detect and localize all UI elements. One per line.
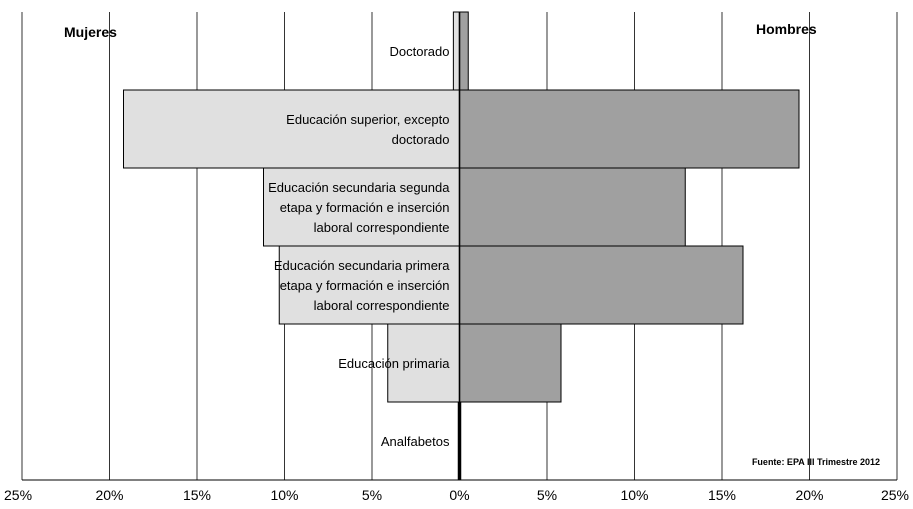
bar-left (263, 167, 460, 247)
bar-right (459, 402, 462, 480)
x-tick-label: 0% (449, 487, 469, 503)
bar-right (459, 89, 800, 169)
category-label: Educación superior, excepto doctorado (286, 112, 449, 147)
x-tick-label: 15% (708, 487, 736, 503)
x-tick-label: 10% (270, 487, 298, 503)
tick-labels: 25% 20% 15% 10% 5% 0% 5% 10% 15% 20% 25% (4, 487, 909, 503)
x-tick-label: 25% (881, 487, 909, 503)
category-label: Educación secundaria segunda etapa y form… (268, 180, 450, 235)
bar-right (459, 11, 469, 91)
right-series-title: Hombres (756, 21, 817, 37)
x-tick-label: 10% (620, 487, 648, 503)
bar-right (459, 167, 686, 247)
bar-left (457, 402, 460, 480)
x-tick-label: 20% (95, 487, 123, 503)
bar-right (459, 323, 562, 403)
category-label: Educación secundaria primera etapa y form… (274, 258, 450, 313)
bar-left (387, 323, 460, 403)
axes (22, 12, 897, 481)
category-label: Analfabetos (381, 434, 450, 449)
category-label: Educación primaria (338, 356, 450, 371)
x-tick-label: 5% (362, 487, 382, 503)
bar-left (278, 245, 460, 325)
left-series-title: Mujeres (64, 24, 117, 40)
bars (123, 11, 800, 480)
x-tick-label: 25% (4, 487, 32, 503)
x-tick-label: 5% (537, 487, 557, 503)
x-tick-label: 20% (795, 487, 823, 503)
bar-right (459, 245, 744, 325)
x-tick-label: 15% (183, 487, 211, 503)
source-annotation: Fuente: EPA III Trimestre 2012 (752, 457, 880, 467)
category-labels: Doctorado Educación superior, excepto doct… (268, 44, 450, 449)
category-label: Doctorado (390, 44, 450, 59)
bar-left (123, 89, 460, 169)
bar-left (452, 11, 460, 91)
